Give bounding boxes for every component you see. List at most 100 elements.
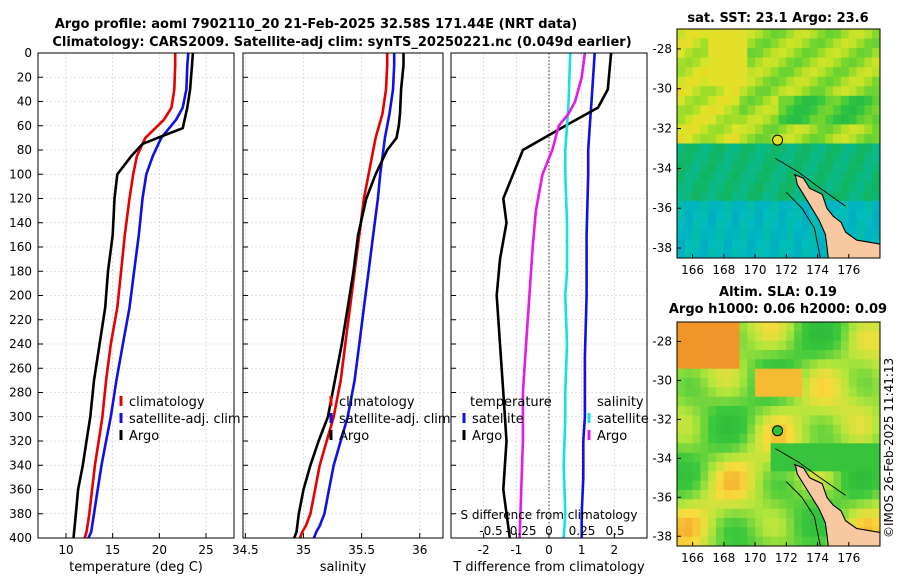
field-cell bbox=[872, 219, 880, 230]
field-cell bbox=[677, 462, 686, 472]
field-cell bbox=[841, 76, 850, 87]
field-cell bbox=[817, 238, 826, 249]
field-cell bbox=[864, 114, 873, 125]
field-cell bbox=[864, 508, 873, 519]
field-cell bbox=[723, 378, 733, 388]
series-temperature-satellite bbox=[580, 52, 596, 538]
field-cell bbox=[801, 114, 811, 125]
field-cell bbox=[747, 229, 756, 240]
field-cell bbox=[684, 153, 694, 164]
field-cell bbox=[817, 443, 826, 454]
field-cell bbox=[872, 114, 880, 125]
field-cell bbox=[677, 480, 686, 491]
x-tick-label: 2 bbox=[611, 543, 619, 557]
field-cell bbox=[708, 452, 717, 463]
field-cell bbox=[833, 95, 842, 106]
field-cell bbox=[723, 406, 733, 416]
field-cell bbox=[841, 415, 850, 426]
field-cell bbox=[864, 219, 873, 230]
field-cell bbox=[817, 143, 826, 154]
field-cell bbox=[848, 124, 858, 135]
field-cell bbox=[778, 143, 787, 154]
field-cell bbox=[794, 443, 803, 454]
field-cell bbox=[809, 181, 819, 192]
field-cell bbox=[794, 134, 803, 145]
field-cell bbox=[856, 105, 865, 116]
field-cell bbox=[770, 471, 780, 482]
field-cell bbox=[801, 396, 811, 407]
field-cell bbox=[864, 143, 873, 154]
field-cell bbox=[716, 508, 725, 519]
field-cell bbox=[762, 340, 772, 351]
salinity-panel: 34.5 35 35.5 36 salinity climatology satellite… bbox=[232, 52, 451, 575]
field-cell bbox=[872, 76, 880, 87]
field-cell bbox=[817, 29, 826, 40]
field-cell bbox=[809, 387, 819, 398]
field-cell bbox=[762, 527, 772, 538]
y-tick-label: 340 bbox=[9, 458, 32, 472]
field-cell bbox=[825, 406, 834, 416]
field-cell bbox=[786, 378, 795, 388]
field-cell bbox=[708, 443, 717, 454]
field-cell bbox=[778, 508, 787, 519]
x-tick-label: 166 bbox=[681, 263, 704, 277]
field-cell bbox=[801, 424, 811, 435]
field-cell bbox=[841, 424, 850, 435]
field-cell bbox=[841, 396, 850, 407]
field-cell bbox=[723, 443, 733, 454]
field-cell bbox=[700, 322, 709, 332]
field-cell bbox=[794, 162, 803, 173]
field-cell bbox=[708, 29, 717, 40]
field-cell bbox=[848, 229, 858, 240]
field-cell bbox=[677, 518, 686, 528]
field-cell bbox=[770, 452, 780, 463]
field-cell bbox=[700, 462, 709, 472]
field-cell bbox=[684, 350, 694, 360]
field-cell bbox=[755, 143, 764, 154]
field-cell bbox=[700, 67, 709, 78]
field-cell bbox=[700, 387, 709, 398]
field-cell bbox=[731, 191, 741, 202]
field-cell bbox=[762, 134, 772, 145]
field-cell bbox=[770, 396, 780, 407]
field-cell bbox=[833, 368, 842, 379]
field-cell bbox=[708, 527, 717, 538]
field-cell bbox=[708, 153, 717, 164]
field-cell bbox=[747, 471, 756, 482]
field-cell bbox=[762, 471, 772, 482]
field-cell bbox=[778, 359, 787, 370]
field-cell bbox=[872, 359, 880, 370]
field-cell bbox=[841, 38, 850, 49]
field-cell bbox=[786, 67, 795, 78]
field-cell bbox=[692, 322, 701, 332]
field-cell bbox=[739, 322, 748, 332]
field-cell bbox=[770, 238, 780, 249]
legend-label: satellite bbox=[597, 412, 649, 427]
field-cell bbox=[794, 508, 803, 519]
field-cell bbox=[794, 114, 803, 125]
field-cell bbox=[723, 134, 733, 145]
field-cell bbox=[684, 368, 694, 379]
field-cell bbox=[801, 443, 811, 454]
field-cell bbox=[801, 331, 811, 342]
field-cell bbox=[739, 200, 748, 211]
field-cell bbox=[708, 86, 717, 97]
field-cell bbox=[794, 95, 803, 106]
field-cell bbox=[872, 29, 880, 40]
field-cell bbox=[762, 57, 772, 68]
field-cell bbox=[700, 368, 709, 379]
field-cell bbox=[794, 359, 803, 370]
field-cell bbox=[794, 452, 803, 463]
field-cell bbox=[825, 181, 834, 192]
field-cell bbox=[833, 350, 842, 360]
field-cell bbox=[786, 48, 795, 59]
field-cell bbox=[700, 86, 709, 97]
field-cell bbox=[786, 172, 795, 183]
field-cell bbox=[708, 424, 717, 435]
field-cell bbox=[817, 38, 826, 49]
field-cell bbox=[864, 387, 873, 398]
field-cell bbox=[778, 38, 787, 49]
field-cell bbox=[700, 229, 709, 240]
field-cell bbox=[833, 471, 842, 482]
field-cell bbox=[778, 368, 787, 379]
